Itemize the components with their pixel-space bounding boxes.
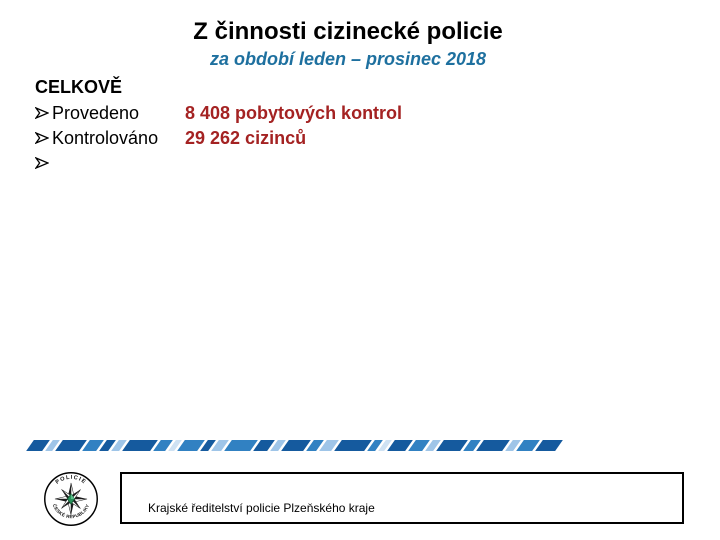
divider-segment	[122, 440, 158, 451]
arrowhead-bullet-icon	[35, 152, 52, 169]
section-heading: CELKOVĚ	[35, 77, 123, 97]
bullet-label-cell: Provedeno	[35, 102, 185, 124]
arrowhead-bullet-icon	[35, 102, 52, 119]
bullet-label-cell: Kontrolováno	[35, 127, 185, 149]
bullet-label-cell	[35, 152, 185, 169]
footer-org-text: Krajské ředitelství policie Plzeňského k…	[148, 501, 375, 515]
svg-text:POLICIE: POLICIE	[55, 475, 88, 486]
divider-segment	[334, 440, 372, 451]
bullet-label: Provedeno	[52, 103, 140, 123]
logo-ring-top-text: POLICIE	[55, 475, 86, 486]
footer-box: Krajské ředitelství policie Plzeňského k…	[120, 472, 684, 524]
content-block: CELKOVĚ Provedeno 8 408 pobytových kontr…	[35, 75, 402, 177]
police-badge-icon: POLICIE ČESKÉ REPUBLIKY	[44, 472, 98, 526]
bullet-row: Kontrolováno 29 262 cizinců	[35, 127, 402, 152]
bullet-label: Kontrolováno	[52, 128, 159, 148]
page-subtitle: za období leden – prosinec 2018	[209, 49, 487, 69]
divider-segment	[535, 440, 563, 451]
striped-divider	[26, 440, 563, 451]
bullet-row: Provedeno 8 408 pobytových kontrol	[35, 102, 402, 127]
stat-value: 29 262 cizinců	[185, 128, 307, 148]
police-badge-logo: POLICIE ČESKÉ REPUBLIKY	[43, 471, 99, 527]
bullet-row	[35, 152, 402, 177]
page-title: Z činnosti cizinecké policie	[193, 18, 503, 45]
compass-star-icon	[54, 482, 88, 516]
arrowhead-bullet-icon	[35, 127, 52, 144]
stat-value: 8 408 pobytových kontrol	[185, 103, 403, 123]
